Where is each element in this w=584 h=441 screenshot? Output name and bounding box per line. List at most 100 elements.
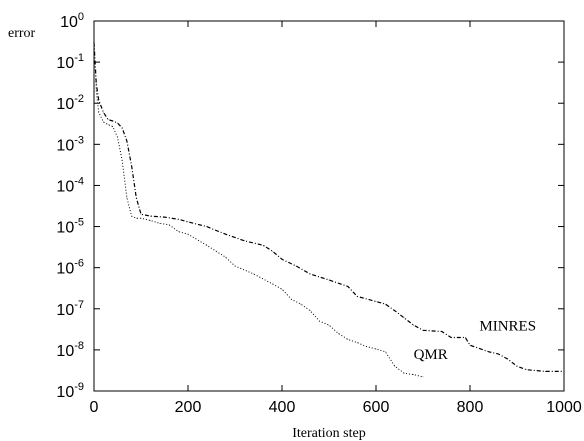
y-tick-exponent: -9 — [74, 381, 84, 393]
series-point-minres — [178, 218, 179, 220]
series-point-minres — [225, 233, 226, 235]
series-point-qmr — [328, 324, 330, 326]
y-tick-exponent: -7 — [74, 299, 84, 311]
series-point-qmr — [375, 348, 377, 350]
x-tick-label: 600 — [363, 399, 390, 416]
series-point-minres — [98, 99, 100, 101]
series-point-qmr — [403, 372, 405, 374]
series-point-qmr — [117, 136, 118, 138]
y-tick-label: 10-1 — [56, 52, 84, 72]
series-point-minres — [295, 265, 297, 267]
series-point-qmr — [131, 215, 132, 217]
series-point-qmr — [422, 376, 424, 378]
series-point-minres — [117, 122, 118, 124]
series-point-minres — [394, 310, 396, 312]
series-point-minres — [563, 371, 565, 372]
series-label-qmr: QMR — [414, 347, 448, 363]
series-point-qmr — [135, 217, 137, 219]
series-point-minres — [422, 329, 424, 331]
series-point-qmr — [300, 303, 302, 305]
y-tick-base: 10 — [56, 137, 74, 154]
series-point-qmr — [281, 288, 283, 290]
y-tick-label: 10-7 — [56, 299, 84, 319]
series-point-qmr — [234, 265, 236, 267]
series-point-minres — [356, 296, 358, 297]
series-line-qmr — [93, 42, 424, 378]
series-point-minres — [112, 120, 114, 122]
y-tick-label: 10-5 — [56, 217, 84, 237]
y-tick-base: 10 — [56, 261, 74, 278]
series-point-minres — [441, 331, 443, 332]
y-tick-exponent: -6 — [74, 258, 84, 270]
series-point-qmr — [150, 220, 151, 221]
y-axis-label: error — [8, 26, 36, 41]
series-point-qmr — [103, 121, 104, 123]
series-point-qmr — [319, 320, 320, 322]
series-point-qmr — [126, 197, 128, 199]
series-point-minres — [450, 337, 452, 338]
series-point-qmr — [253, 273, 255, 275]
y-tick-label: 100 — [60, 11, 84, 31]
series-point-qmr — [347, 339, 349, 340]
series-point-minres — [187, 221, 189, 223]
series-point-minres — [150, 215, 151, 217]
series-point-minres — [164, 216, 165, 218]
series-point-qmr — [98, 111, 100, 113]
y-tick-exponent: 0 — [78, 11, 84, 23]
y-tick-base: 10 — [56, 220, 74, 237]
series-point-qmr — [93, 42, 95, 43]
series-point-minres — [516, 365, 518, 367]
series-point-minres — [403, 317, 405, 319]
series-point-minres — [544, 371, 546, 372]
x-axis-label: Iteration step — [292, 426, 365, 441]
series-point-qmr — [107, 124, 109, 126]
series-point-minres — [107, 119, 109, 120]
series-point-qmr — [366, 346, 367, 347]
y-tick-base: 10 — [56, 55, 74, 72]
series-point-minres — [469, 344, 471, 346]
series-point-minres — [328, 279, 330, 281]
series-point-minres — [413, 324, 414, 326]
series-point-qmr — [95, 90, 97, 92]
series-point-qmr — [291, 298, 292, 300]
x-tick-label: 0 — [90, 399, 99, 416]
series-point-minres — [95, 83, 97, 84]
series-point-qmr — [385, 351, 386, 353]
series-point-minres — [131, 165, 132, 167]
y-tick-label: 10-8 — [56, 340, 84, 360]
plot-area — [93, 20, 565, 392]
y-tick-base: 10 — [60, 14, 78, 31]
series-point-qmr — [215, 250, 217, 252]
x-tick-label: 200 — [175, 399, 202, 416]
series-point-qmr — [225, 256, 226, 258]
series-point-qmr — [121, 160, 123, 162]
series-point-qmr — [394, 365, 396, 367]
series-point-minres — [244, 240, 245, 242]
series-point-minres — [262, 244, 264, 246]
series-point-minres — [135, 197, 137, 199]
series-point-minres — [121, 127, 123, 129]
y-tick-exponent: -2 — [74, 93, 84, 105]
series-point-qmr — [356, 342, 358, 343]
series-point-qmr — [413, 374, 414, 375]
series-point-qmr — [168, 224, 170, 226]
series-point-minres — [507, 358, 508, 360]
series-point-qmr — [309, 310, 311, 312]
series-point-minres — [526, 369, 527, 371]
y-tick-label: 10-2 — [56, 93, 84, 113]
series-point-qmr — [272, 283, 273, 285]
series-point-minres — [375, 301, 377, 302]
y-tick-base: 10 — [56, 302, 74, 319]
y-tick-base: 10 — [56, 384, 74, 401]
series-point-minres — [206, 226, 208, 227]
series-point-qmr — [140, 217, 142, 219]
y-tick-base: 10 — [56, 343, 74, 360]
series-point-minres — [126, 140, 128, 142]
y-tick-exponent: -8 — [74, 340, 84, 352]
x-tick-label: 1000 — [546, 399, 582, 416]
y-tick-exponent: -3 — [74, 134, 84, 146]
y-tick-label: 10-9 — [56, 381, 84, 401]
series-point-qmr — [187, 233, 189, 235]
y-tick-label: 10-6 — [56, 258, 84, 278]
